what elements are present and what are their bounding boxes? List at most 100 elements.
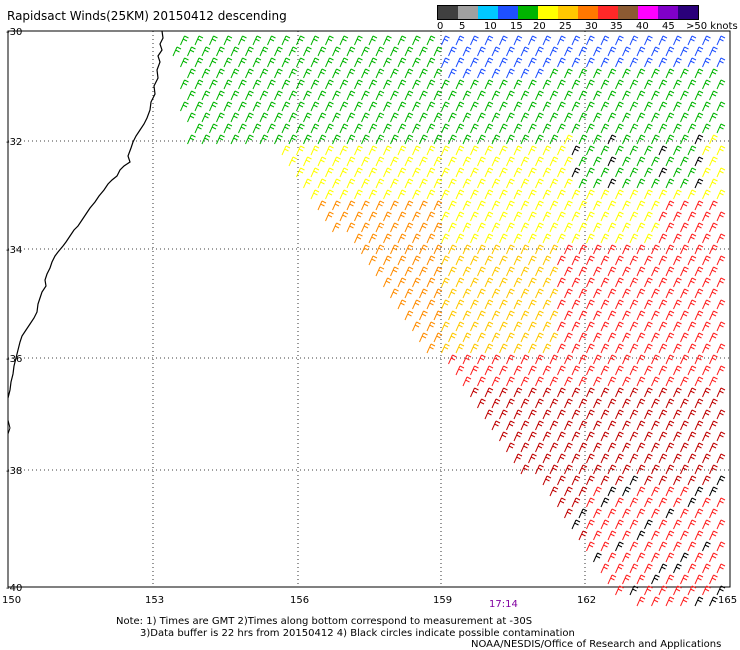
wind-barb [426,145,436,156]
wind-barb [680,332,689,343]
legend-tick-labels: 0 5 10 15 20 25 30 35 40 45 >50 knots [437,21,738,35]
wind-barb [673,211,682,222]
wind-barb [346,68,356,79]
wind-barb [578,46,588,57]
wind-barb [397,101,407,112]
wind-barb [528,343,537,354]
wind-barb [375,178,385,189]
wind-barb [513,233,523,244]
wind-barb [470,57,479,68]
wind-barb [520,266,530,277]
wind-barb [513,343,523,354]
wind-barb [673,299,682,310]
wind-barb [564,178,573,189]
wind-barb [694,508,704,519]
wind-barb [484,255,494,266]
wind-barb [636,266,646,277]
wind-barb [709,244,718,255]
wind-barb [665,354,675,365]
wind-barb [709,112,718,123]
wind-barb [549,244,559,255]
wind-barb [716,255,726,266]
wind-barb [636,310,646,321]
wind-barb [651,530,660,541]
wind-barb [245,46,254,57]
wind-barb [716,57,726,68]
wind-barb [325,35,334,46]
wind-barb [433,332,443,343]
wind-barb [687,431,697,442]
wind-barb [484,387,494,398]
wind-barb [578,332,588,343]
wind-barb [296,57,305,68]
wind-barb [332,200,341,211]
wind-barb [354,145,363,156]
wind-barb [303,46,312,57]
wind-barb [201,46,211,57]
wind-barb [687,585,697,596]
wind-barb [549,376,559,387]
wind-barb [629,189,639,200]
wind-barb [658,475,668,486]
wind-barb [702,563,711,574]
wind-barb [586,101,595,112]
wind-barb [636,376,646,387]
wind-barb [615,189,624,200]
wind-barb [542,211,552,222]
legend-tick-label: 15 [510,21,523,32]
wind-barb [520,464,530,475]
wind-barb [629,57,639,68]
wind-barb [658,167,668,178]
wind-barb [665,46,675,57]
wind-barb [557,475,566,486]
wind-barb [267,57,276,68]
wind-barb [477,156,486,167]
wind-barb [571,145,581,156]
wind-barb [557,35,566,46]
wind-barb [709,552,718,563]
wind-barb [549,486,559,497]
wind-barb [397,79,407,90]
measurement-time-label: 17:14 [489,599,518,610]
wind-barb [528,409,537,420]
wind-barb [484,57,494,68]
coastline-island [7,419,11,435]
wind-barb [687,387,697,398]
wind-barb [644,57,653,68]
wind-barb [571,299,581,310]
wind-barb [557,167,566,178]
wind-barb [716,343,726,354]
wind-barb [506,376,515,387]
wind-barb [448,134,457,145]
wind-barb [607,530,617,541]
wind-barb [549,156,559,167]
wind-barb [687,453,697,464]
wind-barb [281,123,291,134]
wind-barb [658,519,668,530]
wind-barb [491,178,501,189]
map-title: Rapidsact Winds(25KM) 20150412 descendin… [7,9,287,23]
wind-barb [615,409,624,420]
wind-barb [629,145,639,156]
wind-barb [651,310,660,321]
wind-barb [223,123,233,134]
wind-barb [622,68,631,79]
wind-barb [673,475,682,486]
wind-barb [629,497,639,508]
wind-barb [709,596,718,607]
wind-barb [680,354,689,365]
wind-barb [223,101,233,112]
wind-barb [694,90,704,101]
wind-barb [651,134,660,145]
wind-barb [607,508,617,519]
wind-barb [499,167,508,178]
wind-barb [716,101,726,112]
wind-barb [665,332,675,343]
wind-barb [267,35,276,46]
wind-barb [238,79,247,90]
wind-barb [325,189,334,200]
wind-barb [187,112,196,123]
wind-barb [404,134,414,145]
wind-barb [317,68,327,79]
